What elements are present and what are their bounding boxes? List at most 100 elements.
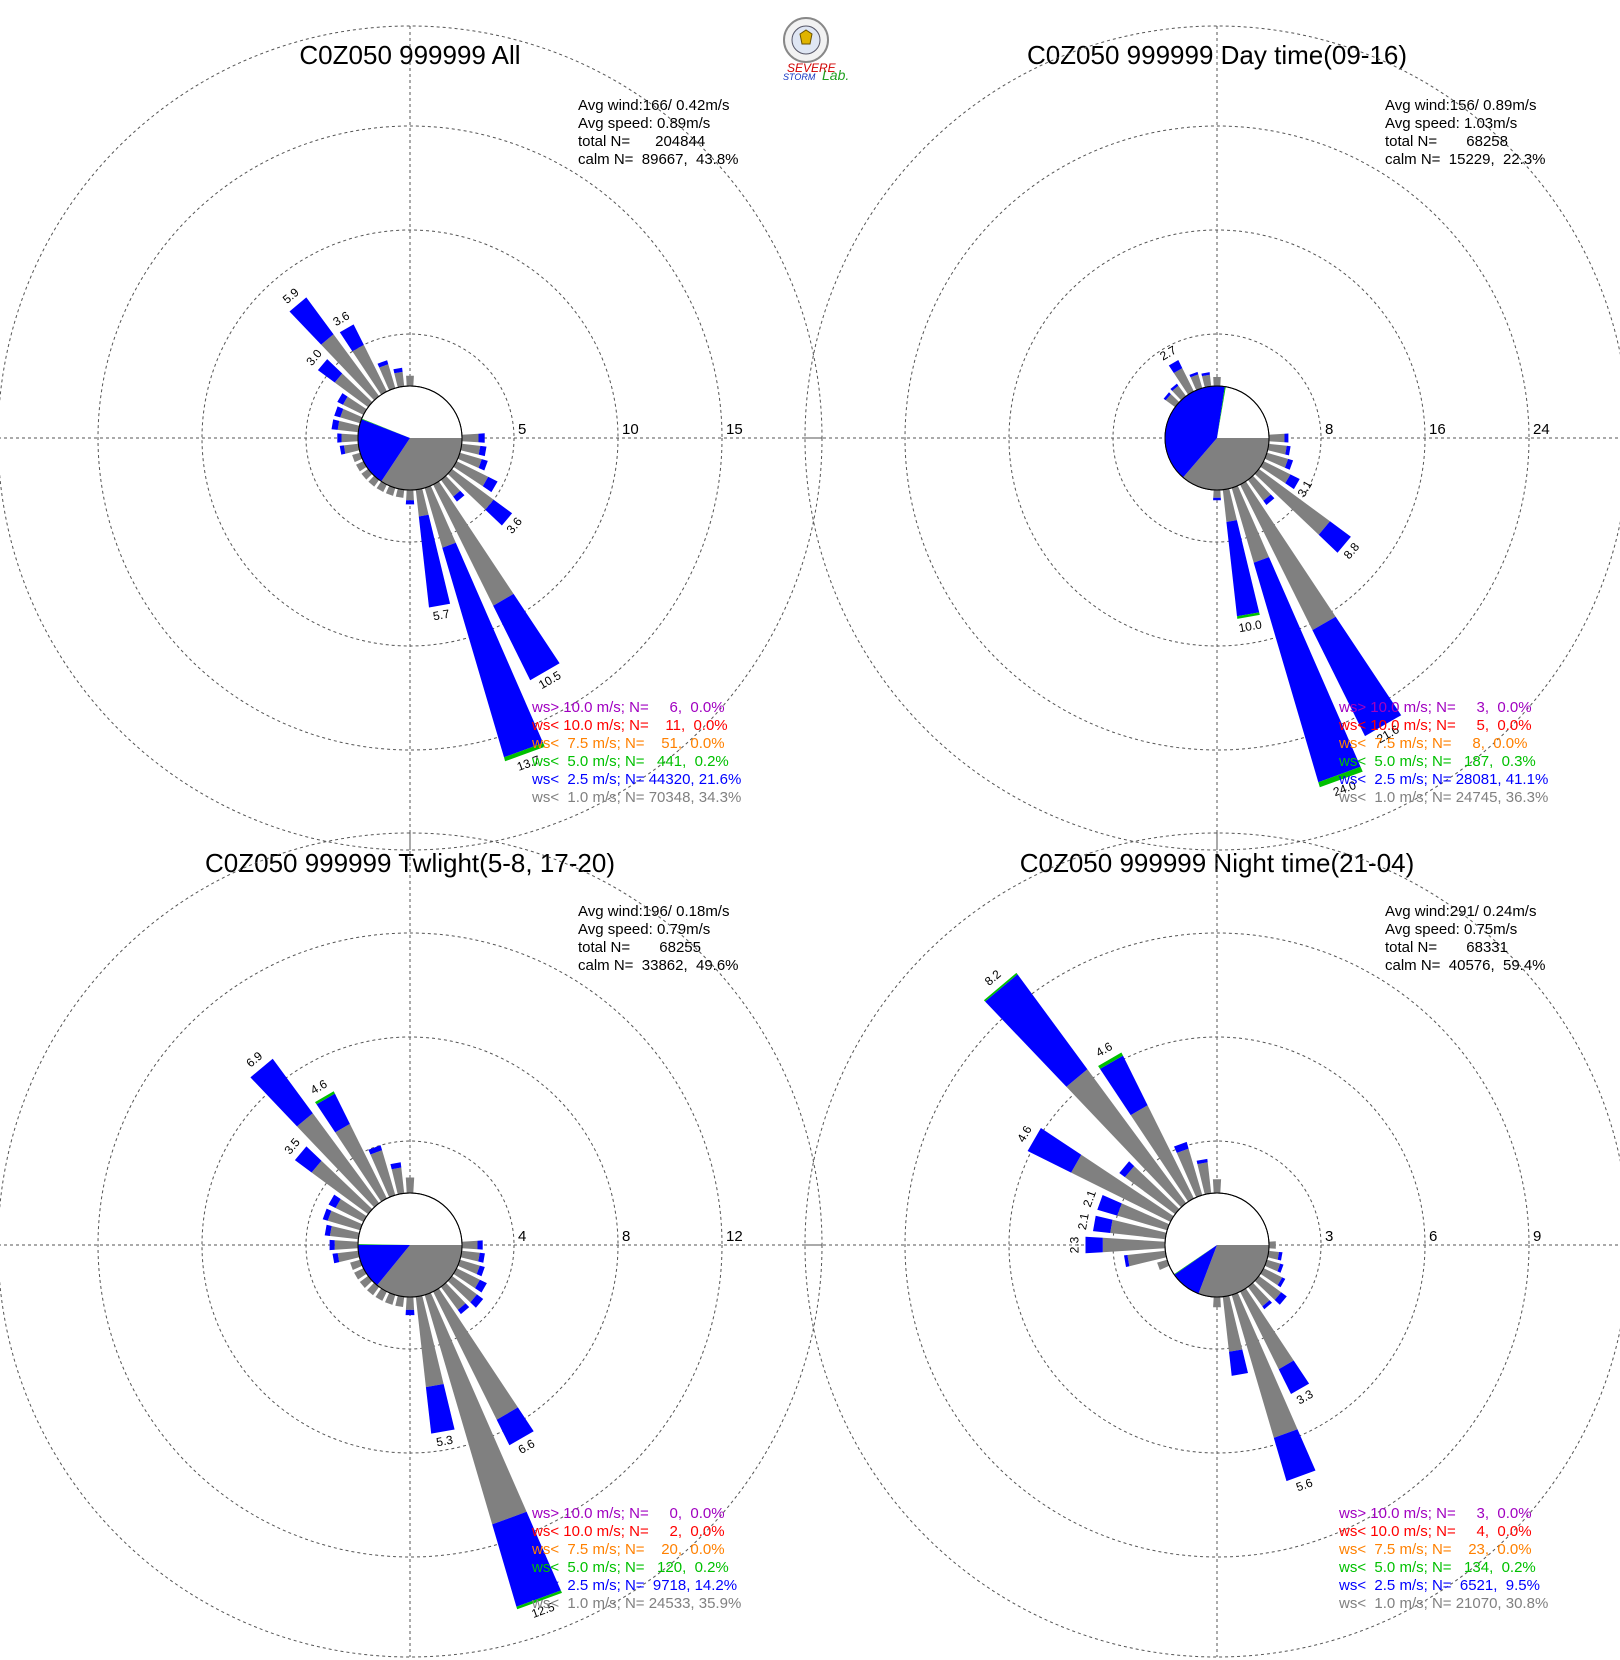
wind-bar-segment [324, 1224, 332, 1236]
wind-bar-segment [1157, 1259, 1170, 1270]
wind-bar-segment [334, 1240, 359, 1250]
legend-entry: ws< 7.5 m/s; N= 51, 0.0% [531, 735, 725, 752]
calm-pie-slice [1217, 386, 1226, 438]
ring-label: 15 [726, 421, 743, 438]
wind-bar-segment [377, 360, 389, 368]
wind-bar-segment [1253, 557, 1361, 783]
legend-entry: ws< 2.5 m/s; N= 9718, 14.2% [531, 1577, 737, 1594]
wind-bar-segment [1240, 481, 1336, 631]
wind-bar-segment [415, 488, 429, 517]
wind-bar-segment [1231, 1292, 1298, 1438]
wind-bar-segment [1240, 1288, 1294, 1370]
calm-pie-slice [381, 438, 463, 491]
logo-line3: Lab. [822, 67, 849, 83]
calm-pie-slice [1183, 438, 1269, 490]
ring-label: 8 [1325, 421, 1333, 438]
wind-bar-segment [352, 452, 363, 463]
wind-bar-segment [1254, 1275, 1282, 1300]
ring-label: 12 [726, 1228, 743, 1245]
wind-bar-segment [1268, 1241, 1276, 1249]
wind-bar-segment [1202, 374, 1212, 388]
wind-bar-segment [331, 419, 340, 430]
wind-bar-segment [457, 452, 482, 468]
wind-bar-segment [395, 488, 405, 498]
wind-bar-segment [343, 443, 360, 454]
wind-bar-segment [1277, 1277, 1286, 1288]
wind-bar-segment [1172, 385, 1187, 401]
stat-line: calm N= 89667, 43.8% [578, 151, 739, 168]
legend-entry: ws< 2.5 m/s; N= 44320, 21.6% [531, 771, 741, 788]
stat-line: Avg wind:196/ 0.18m/s [578, 903, 729, 920]
wind-bar-segment [1267, 443, 1287, 455]
wind-bar-segment [476, 1265, 485, 1277]
calm-pie-slice [357, 1244, 410, 1286]
wind-bar-segment [1165, 394, 1180, 408]
wind-rose-panel-twilight: C0Z050 999999 Twlight(5-8, 17-20)4 8 1212.… [0, 832, 823, 1658]
calm-pie-slice [1174, 1245, 1217, 1275]
legend-entry: ws< 1.0 m/s; N= 21070, 30.8% [1338, 1595, 1548, 1612]
wind-bar-segment [1127, 1250, 1167, 1267]
wind-bar-segment [1318, 766, 1363, 788]
wind-bar-segment [339, 324, 364, 352]
bar-label: 2.3 [1067, 1236, 1081, 1253]
grid-ring [97, 932, 723, 1558]
wind-bar-segment [356, 461, 367, 472]
wind-bar-segment [322, 1208, 332, 1221]
wind-bar-segment [391, 1167, 405, 1195]
wind-bar-segment [328, 1194, 341, 1208]
wind-bar-segment [405, 1177, 415, 1194]
logo-line1: SEVERE [787, 61, 837, 75]
wind-bar-segment [461, 1240, 478, 1250]
wind-bar-segment [457, 1303, 470, 1315]
wind-bar-segment [460, 1250, 480, 1262]
wind-bar-segment [1174, 1141, 1189, 1153]
wind-bar-segment [294, 1146, 322, 1173]
wind-bar-segment [1285, 474, 1300, 490]
wind-bar-segment [1097, 1195, 1122, 1216]
wind-bar-segment [415, 1295, 444, 1388]
wind-bar-segment [354, 1268, 367, 1280]
wind-bar-segment [385, 1292, 396, 1305]
wind-bar-segment [405, 1309, 415, 1316]
wind-bar-segment [1284, 433, 1289, 443]
wind-bar-segment [440, 475, 461, 497]
wind-bar-segment [493, 593, 560, 681]
wind-bar-segment [1285, 445, 1291, 456]
wind-bar-segment [1085, 1236, 1103, 1254]
wind-bar-segment [1277, 1263, 1284, 1273]
wind-bar-segment [453, 490, 465, 502]
grid-ring [97, 125, 723, 751]
wind-bar-segment [1027, 1128, 1082, 1173]
wind-bar-segment [478, 445, 487, 457]
wind-bar-segment [478, 433, 485, 443]
stat-line: total N= 204844 [578, 133, 705, 150]
legend-entry: ws< 10.0 m/s; N= 4, 0.0% [1338, 1523, 1532, 1540]
ring-label: 4 [518, 1228, 526, 1245]
wind-bar-segment [334, 373, 373, 408]
bar-label: 10.0 [1237, 617, 1263, 635]
wind-bar-segment [1124, 1166, 1180, 1215]
wind-bar-segment [395, 1295, 405, 1307]
wind-bar-segment [504, 743, 545, 762]
wind-bar-segment [394, 371, 405, 388]
wind-bar-segment [453, 461, 489, 487]
wind-bar-segment [1274, 1292, 1287, 1305]
wind-bar-segment [461, 433, 479, 443]
ring-label: 9 [1533, 1228, 1541, 1245]
wind-bar-segment [367, 1282, 380, 1296]
ring-label: 8 [622, 1228, 630, 1245]
wind-bar-segment [1190, 374, 1203, 391]
calm-circle-outline [1164, 1192, 1270, 1298]
wind-bar-segment [1071, 1154, 1174, 1222]
wind-bar-segment [1117, 1203, 1170, 1231]
wind-bar-segment [1260, 461, 1291, 484]
legend-entry: ws< 1.0 m/s; N= 24745, 36.3% [1338, 789, 1548, 806]
bar-label: 2.1 [1080, 1188, 1099, 1209]
wind-bar-segment [1247, 475, 1271, 501]
wind-bar-segment [457, 1259, 480, 1275]
wind-bar-segment [1119, 1161, 1135, 1178]
wind-bar-segment [317, 359, 343, 383]
wind-bar-segment [1262, 1300, 1272, 1310]
wind-bar-segment [1263, 494, 1275, 505]
